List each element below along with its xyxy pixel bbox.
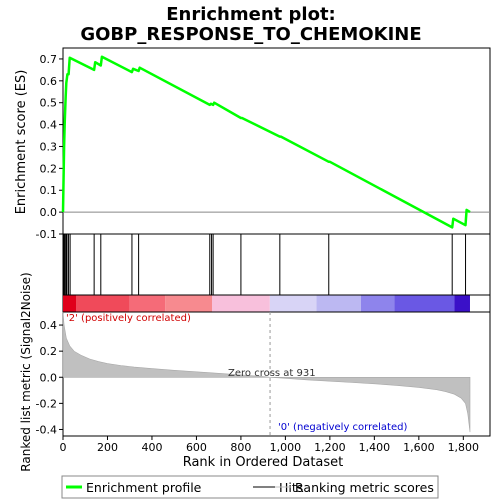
metric-tick-label: 0.4 (40, 319, 58, 332)
x-tick-label: 800 (230, 441, 251, 454)
colorbar-segment (212, 295, 270, 312)
legend: Enrichment profile Hits Ranking metric s… (61, 475, 439, 499)
es-tick-label: 0.4 (40, 119, 58, 132)
es-tick-label: -0.1 (36, 228, 57, 241)
x-axis-label: Rank in Ordered Dataset (183, 455, 344, 470)
zero-cross-label: Zero cross at 931 (228, 368, 316, 379)
colorbar-segment (165, 295, 213, 312)
colorbar-segment (269, 295, 317, 312)
y-axis-label-metric: Ranked list metric (Signal2Noise) (19, 272, 33, 471)
legend-label-profile: Enrichment profile (86, 480, 202, 495)
x-tick-label: 1,400 (359, 441, 391, 454)
colorbar-segment (394, 295, 455, 312)
metric-panel: -0.4 -0.2 0.0 0.2 0.4 (36, 311, 491, 437)
es-tick-label: 0.6 (40, 75, 58, 88)
es-tick-label: 0.5 (40, 97, 58, 110)
hits-panel (62, 233, 491, 313)
colorbar-segment (361, 295, 395, 312)
es-panel-frame (62, 47, 491, 235)
legend-label-hits: Hits (279, 480, 303, 495)
colorbar-segment (76, 295, 130, 312)
positive-correlation-label: '2' (positively correlated) (66, 313, 191, 324)
metric-tick-label: -0.2 (36, 397, 57, 410)
chart-title-line2: GOBP_RESPONSE_TO_CHEMOKINE (80, 24, 421, 45)
es-tick-label: 0.0 (40, 206, 58, 219)
metric-tick-label: 0.2 (40, 345, 58, 358)
es-tick-label: 0.3 (40, 140, 58, 153)
x-tick-label: 200 (97, 441, 118, 454)
chart-title-line1: Enrichment plot: (166, 4, 336, 25)
x-axis: 0 200 400 600 800 1,000 1,200 1,400 1,600 1,800 (60, 436, 480, 454)
es-panel: -0.1 0.0 0.1 0.2 0.3 0.4 0.5 0.6 0.7 (36, 47, 491, 241)
x-tick-label: 1,600 (403, 441, 435, 454)
metric-tick-label: -0.4 (36, 423, 57, 436)
ranking-metric-area (62, 311, 471, 433)
metric-panel-frame (62, 311, 491, 437)
x-tick-label: 400 (141, 441, 162, 454)
x-tick-label: 600 (186, 441, 207, 454)
colorbar-segment (63, 295, 77, 312)
enrichment-profile-line (61, 55, 471, 229)
colorbar-segment (454, 295, 470, 312)
es-tick-label: 0.2 (40, 162, 58, 175)
metric-tick-label: 0.0 (40, 371, 58, 384)
legend-label-metric: Ranking metric scores (295, 480, 434, 495)
x-tick-label: 0 (60, 441, 67, 454)
x-tick-label: 1,000 (270, 441, 302, 454)
colorbar-segment (316, 295, 362, 312)
colorbar-segment (129, 295, 166, 312)
es-tick-label: 0.1 (40, 184, 58, 197)
x-tick-label: 1,200 (314, 441, 346, 454)
y-axis-label-es: Enrichment score (ES) (14, 70, 29, 215)
x-tick-label: 1,800 (448, 441, 480, 454)
negative-correlation-label: '0' (negatively correlated) (278, 422, 407, 433)
es-tick-label: 0.7 (40, 53, 58, 66)
legend-box (61, 475, 439, 499)
